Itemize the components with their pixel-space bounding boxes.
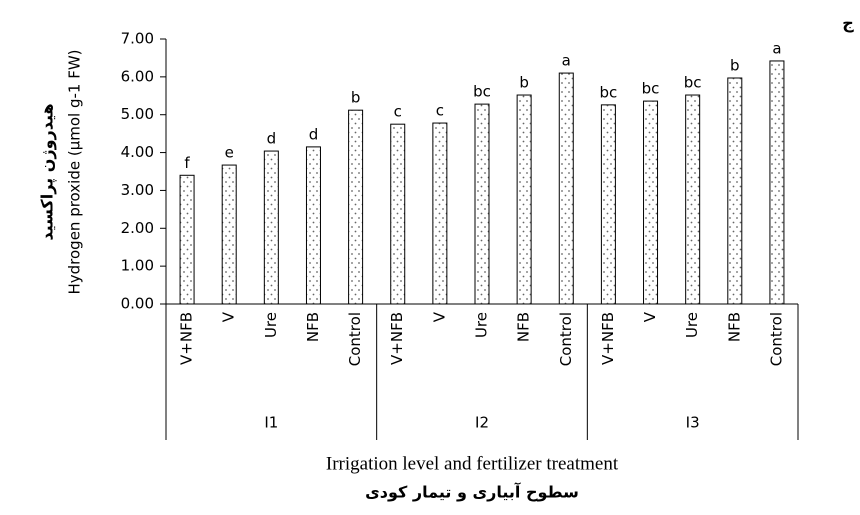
corner-label: ج (842, 14, 854, 33)
bar (179, 174, 195, 305)
y-tick-label: 5.00 (121, 105, 154, 123)
bar (390, 123, 406, 305)
bar (474, 103, 490, 305)
y-tick-label: 6.00 (121, 67, 154, 85)
bar (432, 122, 448, 305)
x-tick-label: V+NFB (388, 312, 406, 365)
y-title-fa: هیدروژن پراکسید (38, 103, 58, 240)
x-tick-label: V (430, 311, 448, 322)
x-tick-label: Control (557, 312, 575, 366)
letter-label: a (562, 52, 571, 70)
y-tick-label: 1.00 (121, 257, 154, 275)
group-label: I1 (264, 414, 278, 432)
x-tick-label: V+NFB (599, 312, 617, 365)
x-tick-label: Ure (262, 312, 280, 338)
y-title: Hydrogen proxide (µmol g-1 FW) (66, 49, 84, 294)
letter-label: b (519, 74, 529, 92)
x-tick-label: V+NFB (178, 312, 196, 365)
bar (600, 104, 616, 305)
letter-label: f (184, 154, 190, 172)
y-tick-label: 0.00 (121, 295, 154, 313)
bar (643, 100, 659, 305)
letter-label: d (267, 130, 277, 148)
letter-label: c (394, 103, 402, 121)
bar (305, 146, 321, 305)
x-tick-label: NFB (515, 312, 533, 342)
letter-label: c (436, 102, 444, 120)
x-tick-label: Control (346, 312, 364, 366)
bar (685, 94, 701, 305)
letter-label: bc (642, 80, 660, 98)
letter-label: bc (473, 83, 491, 101)
bar (558, 72, 574, 305)
bar (348, 109, 364, 305)
letter-label: b (730, 56, 740, 74)
y-tick-label: 7.00 (121, 30, 154, 48)
group-label: I2 (475, 414, 489, 432)
x-tick-label: V (641, 311, 659, 322)
bar (221, 164, 237, 305)
bar (769, 60, 785, 305)
y-tick-label: 3.00 (121, 181, 154, 199)
bar (727, 77, 743, 305)
x-tick-label: V (220, 311, 238, 322)
x-title-fa: سطوح آبیاری و تیمار کودی (365, 482, 579, 502)
x-tick-label: Control (767, 312, 785, 366)
group-label: I3 (686, 414, 700, 432)
x-tick-label: Ure (683, 312, 701, 338)
letter-label: bc (600, 83, 618, 101)
y-tick-label: 2.00 (121, 219, 154, 237)
bar (516, 94, 532, 305)
x-tick-label: Ure (473, 312, 491, 338)
y-tick-label: 4.00 (121, 143, 154, 161)
letter-label: e (225, 144, 234, 162)
bar (263, 150, 279, 305)
x-title: Irrigation level and fertilizer treatmen… (326, 453, 619, 474)
letter-label: bc (684, 74, 702, 92)
x-tick-label: NFB (725, 312, 743, 342)
letter-label: a (772, 39, 781, 57)
letter-label: b (351, 89, 361, 107)
letter-label: d (309, 125, 319, 143)
x-tick-label: NFB (304, 312, 322, 342)
